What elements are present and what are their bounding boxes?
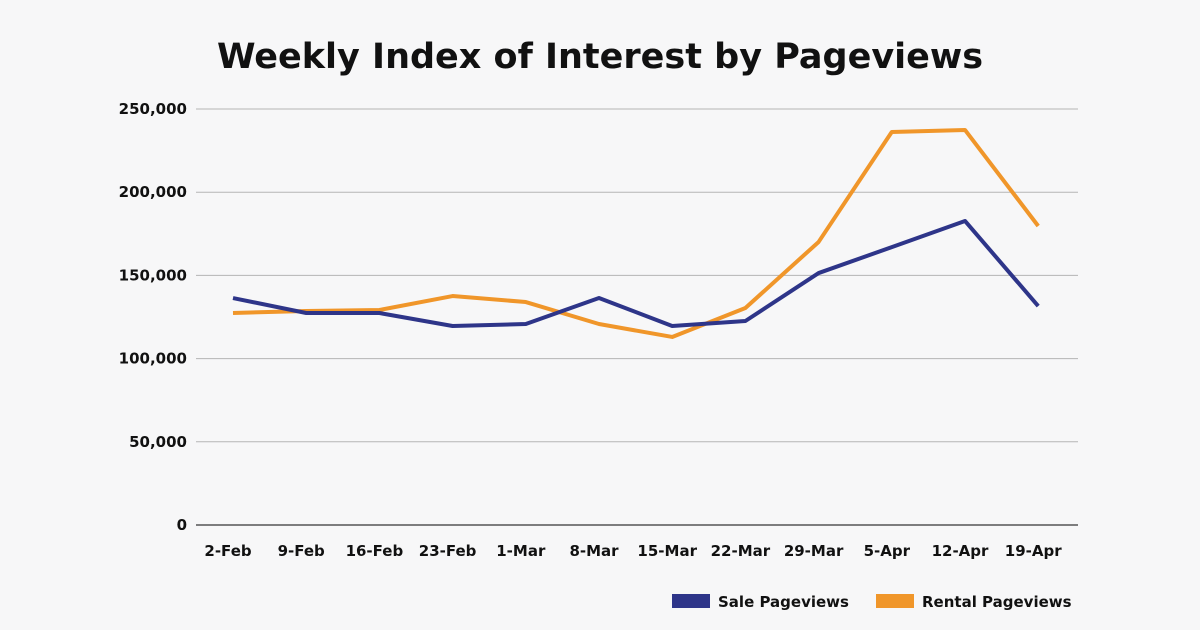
legend-label: Sale Pageviews (718, 593, 849, 611)
x-tick-label: 12-Apr (932, 542, 989, 560)
y-tick-label: 150,000 (119, 266, 187, 284)
y-tick-label: 200,000 (119, 183, 187, 201)
legend-swatch (876, 594, 914, 608)
x-tick-label: 29-Mar (784, 542, 844, 560)
series-line-sale-pageviews (232, 218, 1040, 328)
y-tick-label: 100,000 (119, 350, 187, 368)
x-tick-label: 23-Feb (419, 542, 477, 560)
legend-label: Rental Pageviews (922, 593, 1072, 611)
x-tick-label: 9-Feb (278, 542, 325, 560)
x-tick-label: 5-Apr (864, 542, 911, 560)
x-tick-label: 8-Mar (569, 542, 619, 560)
x-tick-label: 22-Mar (711, 542, 771, 560)
y-tick-label: 50,000 (129, 433, 187, 451)
chart-title: Weekly Index of Interest by Pageviews (217, 37, 983, 77)
legend-swatch (672, 594, 710, 608)
x-tick-label: 2-Feb (204, 542, 251, 560)
x-tick-label: 1-Mar (496, 542, 546, 560)
y-tick-label: 0 (177, 516, 187, 534)
x-tick-label: 16-Feb (346, 542, 404, 560)
series-line-rental-pageviews (232, 127, 1040, 339)
x-tick-label: 19-Apr (1005, 542, 1062, 560)
y-tick-label: 250,000 (119, 100, 187, 118)
x-tick-label: 15-Mar (637, 542, 697, 560)
